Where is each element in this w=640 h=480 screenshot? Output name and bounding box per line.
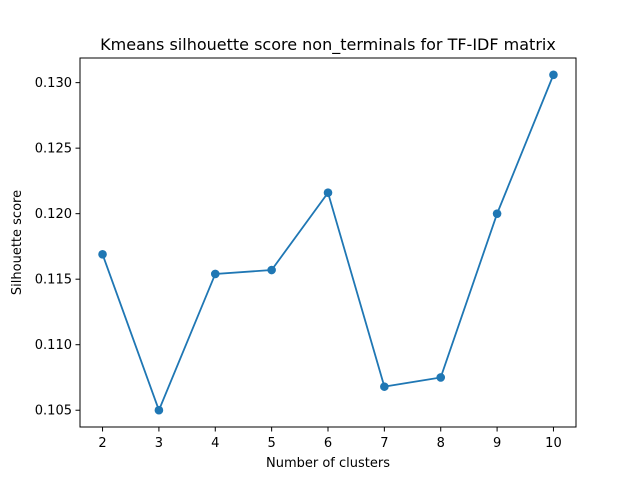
x-axis-ticks: 2 3 4 5 6 7 8 9 10 <box>98 427 562 451</box>
x-tick-label: 6 <box>324 436 332 451</box>
data-point <box>323 188 333 198</box>
x-tick-label: 7 <box>380 436 388 451</box>
data-point <box>154 405 164 415</box>
x-tick-label: 9 <box>493 436 501 451</box>
data-point <box>267 265 276 275</box>
x-tick-label: 5 <box>267 436 275 451</box>
x-tick-label: 2 <box>98 436 106 451</box>
x-tick-label: 10 <box>545 436 562 451</box>
y-tick-label: 0.125 <box>35 142 72 157</box>
y-tick-label: 0.110 <box>35 338 72 353</box>
series-line <box>101 74 555 413</box>
x-tick-label: 4 <box>211 436 219 451</box>
data-point <box>98 249 107 259</box>
x-tick-label: 8 <box>437 436 445 451</box>
x-axis-title: Number of clusters <box>266 456 390 471</box>
x-tick-label: 3 <box>155 436 163 451</box>
data-point <box>380 382 389 391</box>
data-point <box>210 269 220 279</box>
data-point <box>492 209 502 218</box>
y-tick-label: 0.120 <box>35 207 72 222</box>
y-tick-label: 0.115 <box>35 273 72 288</box>
plot-area-frame <box>79 57 577 428</box>
data-point <box>436 373 446 382</box>
y-tick-label: 0.105 <box>35 404 72 419</box>
series-points <box>98 70 558 415</box>
y-axis-title: Silhouette score <box>10 190 25 295</box>
data-point <box>549 70 558 80</box>
chart-title: Kmeans silhouette score non_terminals fo… <box>100 35 556 55</box>
y-tick-label: 0.130 <box>35 76 72 91</box>
y-axis-ticks: 0.105 0.110 0.115 0.120 0.125 0.130 <box>35 76 80 419</box>
